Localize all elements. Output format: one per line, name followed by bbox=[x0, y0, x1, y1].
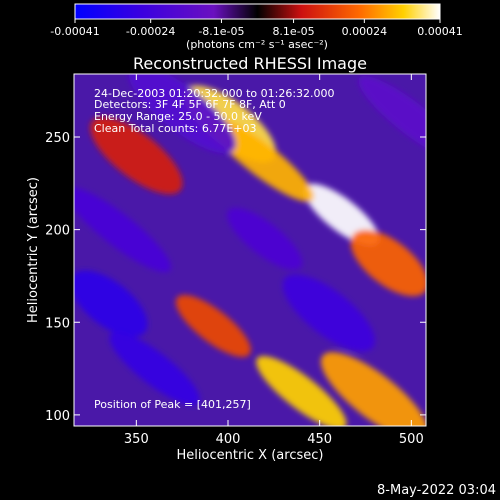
annotation-energy-range: Energy Range: 25.0 - 50.0 keV bbox=[94, 110, 262, 123]
annotation-time-range: 24-Dec-2003 01:20:32.000 to 01:26:32.000 bbox=[94, 87, 335, 100]
colorbar-tick-label: 0.00041 bbox=[417, 25, 463, 38]
y-tick-label: 200 bbox=[45, 224, 70, 239]
heatmap-field bbox=[74, 74, 426, 426]
heatmap-band bbox=[90, 116, 183, 195]
heatmap-band bbox=[74, 187, 171, 273]
chart-title: Reconstructed RHESSI Image bbox=[133, 54, 367, 73]
colorbar-tick-label: -0.00041 bbox=[50, 25, 99, 38]
heatmap-band bbox=[128, 74, 236, 154]
y-tick-label: 150 bbox=[45, 316, 70, 331]
heatmap-band bbox=[175, 294, 251, 357]
colorbar-tick-label: -8.1e-05 bbox=[198, 25, 244, 38]
axes: 350 400 450 500 100 150 200 250 bbox=[45, 74, 426, 447]
heatmap-band bbox=[282, 274, 375, 352]
x-tick-label: 450 bbox=[307, 432, 332, 447]
colorbar-ticks: -0.00041 -0.00024 -8.1e-05 8.1e-05 0.00024 0.… bbox=[50, 19, 463, 38]
footer-timestamp: 8-May-2022 03:04 bbox=[377, 483, 496, 498]
x-axis-label: Heliocentric X (arcsec) bbox=[177, 448, 324, 463]
annotation-detectors: Detectors: 3F 4F 5F 6F 7F 8F, Att 0 bbox=[94, 98, 286, 111]
heatmap-band bbox=[350, 229, 426, 297]
colorbar-unit-label: (photons cm⁻² s⁻¹ asec⁻²) bbox=[186, 38, 328, 51]
y-tick-label: 100 bbox=[45, 409, 70, 424]
colorbar-tick-label: 8.1e-05 bbox=[272, 25, 314, 38]
y-axis-label: Heliocentric Y (arcsec) bbox=[26, 177, 41, 323]
heatmap-band bbox=[358, 75, 426, 162]
heatmap-band bbox=[256, 355, 347, 426]
y-tick-label: 250 bbox=[45, 131, 70, 146]
heatmap-band bbox=[109, 331, 200, 406]
annotation-peak-position: Position of Peak = [401,257] bbox=[94, 398, 251, 411]
colorbar-tick-label: 0.00024 bbox=[342, 25, 388, 38]
annotation-clean-counts: Clean Total counts: 6.77E+03 bbox=[94, 122, 257, 135]
x-tick-label: 400 bbox=[216, 432, 241, 447]
plot-area bbox=[74, 74, 426, 426]
colorbar-tick-label: -0.00024 bbox=[126, 25, 175, 38]
x-tick-label: 500 bbox=[399, 432, 424, 447]
plot-frame bbox=[73, 73, 427, 427]
colorbar-frame bbox=[74, 3, 441, 20]
heatmap-band bbox=[320, 352, 426, 426]
colorbar-gradient bbox=[75, 4, 440, 19]
heatmap-band bbox=[227, 207, 303, 270]
colorbar: -0.00041 -0.00024 -8.1e-05 8.1e-05 0.00024 0.… bbox=[50, 3, 463, 51]
x-tick-label: 350 bbox=[124, 432, 149, 447]
heatmap-band bbox=[74, 270, 148, 337]
